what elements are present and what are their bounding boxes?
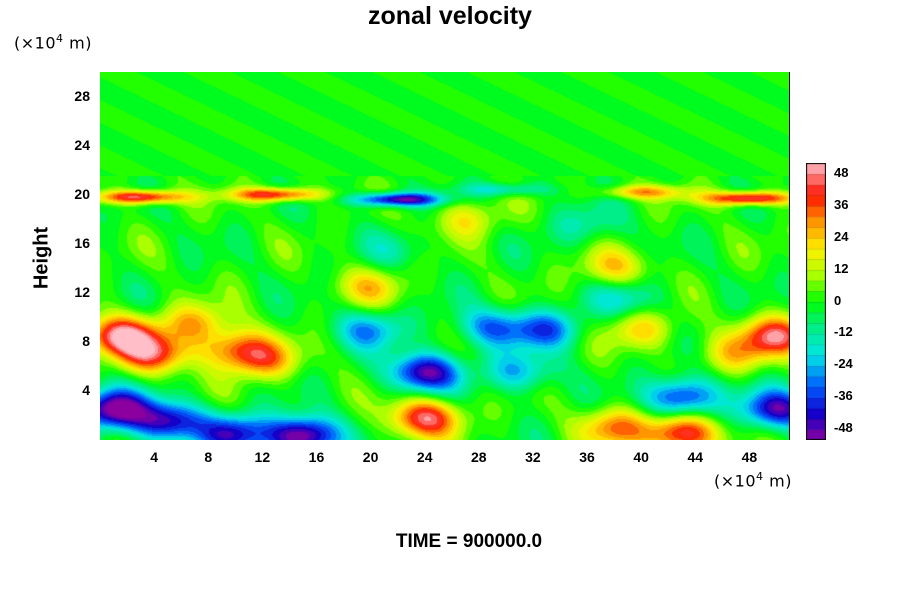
colorbar-tick-label: -36 [834, 388, 853, 404]
colorbar-tick-label: -48 [834, 420, 853, 436]
x-tick-label: 32 [525, 449, 541, 465]
colorbar-tick-label: 12 [834, 260, 849, 276]
x-tick-label: 40 [633, 449, 649, 465]
colorbar-tick-label: 36 [834, 196, 849, 212]
y-unit-base: (×10 [14, 33, 57, 53]
y-unit-tail: m) [63, 33, 92, 53]
y-tick-label: 24 [74, 136, 90, 153]
colorbar [806, 163, 826, 440]
chart-title: zonal velocity [368, 2, 532, 30]
x-unit-base: (×10 [714, 471, 757, 491]
x-tick-label: 16 [308, 449, 325, 465]
colorbar-tick-label: -12 [834, 324, 853, 340]
y-tick-label: 16 [74, 234, 90, 251]
y-tick-label: 20 [74, 185, 90, 202]
colorbar-tick-label: 0 [834, 292, 842, 308]
colorbar-tick-label: 48 [834, 164, 849, 180]
y-tick-label: 28 [74, 87, 90, 104]
x-tick-label: 36 [579, 449, 595, 465]
y-tick-label: 4 [82, 381, 90, 398]
x-tick-label: 20 [362, 449, 379, 465]
x-unit-tail: m) [763, 471, 792, 491]
colorbar-tick-label: -24 [834, 356, 853, 372]
x-tick-label: 12 [254, 449, 271, 465]
x-tick-label: 28 [471, 449, 487, 465]
x-tick-label: 8 [204, 449, 213, 465]
x-tick-label: 4 [150, 449, 158, 465]
y-tick-label: 12 [74, 283, 90, 300]
time-annotation: TIME = 900000.0 [395, 531, 543, 552]
zonal-velocity-field [100, 72, 790, 440]
x-tick-label: 44 [687, 449, 704, 465]
x-unit-exponent: 4 [756, 470, 764, 483]
y-tick-label: 8 [82, 332, 90, 349]
x-axis-unit: (×104 m) [714, 470, 792, 490]
y-axis-unit: (×104 m) [14, 32, 92, 52]
x-tick-label: 48 [741, 449, 758, 465]
y-unit-exponent: 4 [56, 32, 64, 45]
colorbar-tick-label: 24 [834, 228, 849, 244]
x-tick-label: 24 [416, 449, 433, 465]
